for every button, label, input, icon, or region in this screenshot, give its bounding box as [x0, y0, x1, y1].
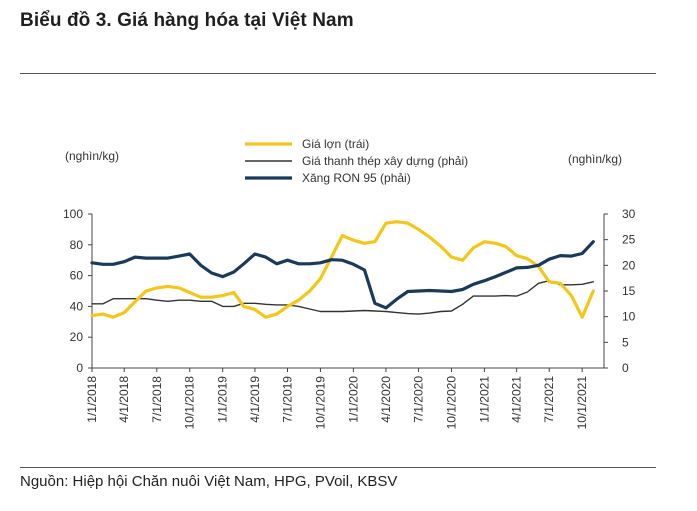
y-right-tick-label: 0: [622, 361, 629, 375]
y-right-tick-label: 10: [622, 310, 636, 324]
bottom-divider: [20, 467, 656, 468]
x-tick-label: 4/1/2019: [248, 376, 262, 423]
y-right-tick-label: 5: [622, 335, 629, 349]
x-tick-label: 7/1/2020: [412, 376, 426, 423]
x-tick-label: 10/1/2021: [575, 376, 589, 430]
y-right-tick-label: 25: [622, 233, 636, 247]
x-tick-label: 1/1/2018: [85, 376, 99, 423]
series-line-1: [91, 280, 594, 315]
y-right-axis-label: (nghìn/kg): [568, 152, 622, 166]
x-tick-label: 1/1/2019: [216, 376, 230, 423]
legend-label-0: Giá lợn (trái): [302, 137, 369, 151]
series-layer: [90, 220, 595, 319]
x-tick-label: 7/1/2019: [280, 376, 294, 423]
x-tick-label: 4/1/2021: [510, 376, 524, 423]
y-left-tick-label: 80: [70, 238, 84, 252]
y-right-tick-label: 20: [622, 258, 636, 272]
axes: 0 20 40 60 80 100 0 5 10 15 20 25 30 1/1/2018 4/1/2018…: [63, 207, 636, 429]
y-right-tick-label: 15: [622, 284, 636, 298]
x-tick-label: 1/1/2020: [346, 376, 360, 423]
y-left-tick-label: 40: [70, 299, 84, 313]
y-left-tick-label: 60: [70, 269, 84, 283]
legend-label-2: Xăng RON 95 (phải): [302, 171, 411, 185]
x-tick-label: 10/1/2018: [183, 376, 197, 430]
y-left-axis-label: (nghìn/kg): [65, 149, 119, 163]
y-left-tick-label: 20: [70, 330, 84, 344]
top-divider: [20, 73, 656, 74]
y-left-tick-label: 0: [76, 361, 83, 375]
x-tick-label: 10/1/2020: [444, 376, 458, 430]
x-tick-label: 4/1/2020: [379, 376, 393, 423]
series-line-2: [90, 240, 595, 310]
x-tick-label: 7/1/2018: [150, 376, 164, 423]
source-note: Nguồn: Hiệp hội Chăn nuôi Việt Nam, HPG,…: [20, 473, 398, 490]
x-tick-label: 1/1/2021: [477, 376, 491, 423]
x-tick-label: 7/1/2021: [542, 376, 556, 423]
line-chart: Giá lợn (trái) Giá thanh thép xây dựng (p…: [63, 137, 636, 429]
x-tick-label: 4/1/2018: [117, 376, 131, 423]
x-tick-label: 10/1/2019: [313, 376, 327, 430]
y-right-tick-label: 30: [622, 207, 636, 221]
legend: Giá lợn (trái) Giá thanh thép xây dựng (p…: [245, 137, 468, 185]
legend-label-1: Giá thanh thép xây dựng (phải): [302, 154, 468, 168]
y-left-tick-label: 100: [63, 207, 83, 221]
series-line-0: [90, 220, 595, 319]
chart-title: Biểu đồ 3. Giá hàng hóa tại Việt Nam: [20, 10, 354, 31]
